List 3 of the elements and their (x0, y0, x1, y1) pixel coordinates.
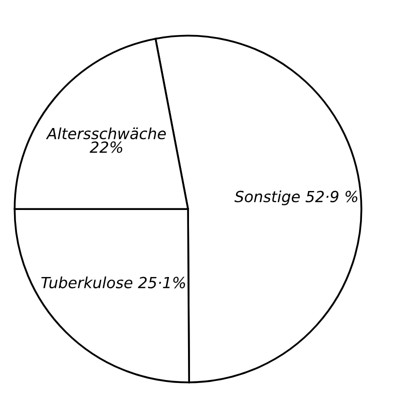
slice-label: Sonstige 52·9 % (234, 190, 358, 206)
slice-label: Tuberkulose 25·1% (41, 276, 186, 288)
slice-label: Altersschwäche 22% (46, 127, 166, 153)
